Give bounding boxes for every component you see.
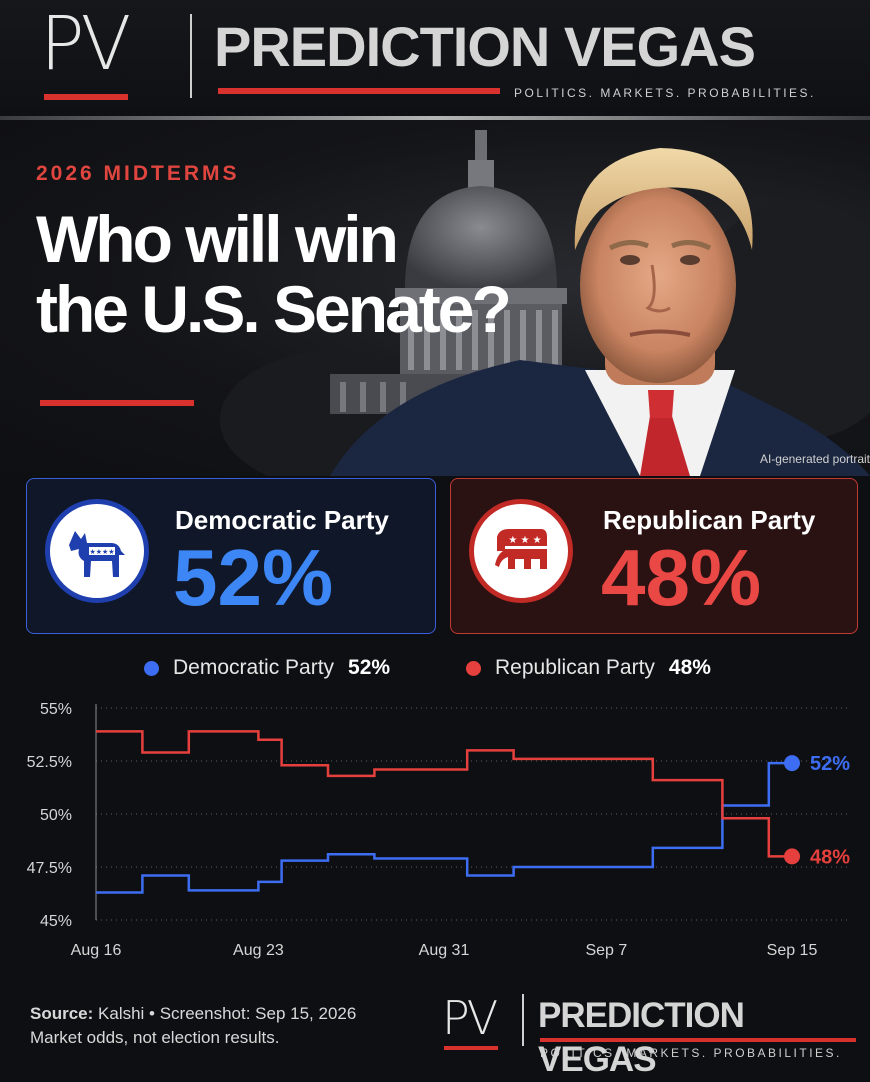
source-text: Kalshi • Screenshot: Sep 15, 2026 bbox=[93, 1004, 357, 1023]
source-label: Source: bbox=[30, 1004, 94, 1023]
odds-line-chart: 45% 47.5% 50% 52.5% 55% Aug 16 Aug 23 Aug 31 Sep… bbox=[27, 701, 851, 959]
dem-card-title: Democratic Party bbox=[175, 505, 389, 535]
dem-end-label: 52% bbox=[810, 753, 850, 775]
headline-line-2: the U.S. Senate? bbox=[36, 272, 512, 346]
headline-accent-bar bbox=[40, 400, 194, 406]
footer-brand-bar bbox=[540, 1038, 856, 1042]
header-divider bbox=[0, 116, 870, 120]
x-tick-label: Aug 16 bbox=[71, 942, 122, 959]
legend-rep-name: Republican Party bbox=[495, 656, 655, 679]
legend-dem-name: Democratic Party bbox=[173, 656, 335, 679]
legend-dem: Democratic Party 52% bbox=[144, 656, 390, 680]
svg-text:★★★★: ★★★★ bbox=[89, 548, 114, 556]
x-tick-label: Aug 31 bbox=[419, 942, 470, 959]
rep-card-percent: 48% bbox=[601, 533, 762, 622]
logo-mark: PV bbox=[40, 1, 131, 87]
svg-text:★ ★ ★: ★ ★ ★ bbox=[508, 535, 541, 546]
brand-accent-bar bbox=[218, 88, 500, 94]
rep-end-point bbox=[784, 848, 800, 865]
headline: Who will win the U.S. Senate? bbox=[36, 202, 512, 346]
legend-dem-value: 52% bbox=[348, 656, 391, 679]
photo-credit: AI-generated portrait bbox=[759, 452, 870, 466]
x-tick-label: Aug 23 bbox=[233, 942, 284, 959]
footer-logo-mark: PV bbox=[442, 991, 498, 1045]
logo-divider bbox=[190, 14, 192, 98]
rep-card-title: Republican Party bbox=[603, 505, 816, 535]
dem-series-line bbox=[96, 761, 792, 894]
donkey-icon: ★★★★ bbox=[45, 499, 149, 603]
elephant-icon: ★ ★ ★ bbox=[469, 499, 573, 603]
republican-card: ★ ★ ★ Republican Party 48% bbox=[450, 478, 858, 634]
headline-line-1: Who will win bbox=[36, 202, 399, 276]
footer-logo-divider bbox=[522, 994, 524, 1046]
logo-underline bbox=[44, 94, 128, 100]
footer-source: Source: Kalshi • Screenshot: Sep 15, 202… bbox=[30, 1002, 356, 1050]
legend-rep-value: 48% bbox=[668, 656, 711, 679]
legend-rep: Republican Party 48% bbox=[466, 656, 711, 680]
brand-name: PREDICTION VEGAS bbox=[214, 15, 756, 78]
site-header: PV PREDICTION VEGAS POLITICS. MARKETS. P… bbox=[0, 0, 870, 120]
kicker: 2026 MIDTERMS bbox=[36, 162, 240, 185]
suit-shape bbox=[330, 360, 870, 476]
tagline: POLITICS. MARKETS. PROBABILITIES. bbox=[514, 86, 816, 100]
legend-rep-dot bbox=[466, 660, 481, 676]
capitol-dome-image bbox=[220, 130, 870, 476]
x-tick-label: Sep 15 bbox=[767, 942, 818, 959]
dem-end-point bbox=[784, 755, 800, 772]
y-tick-label: 52.5% bbox=[27, 754, 72, 771]
x-tick-label: Sep 7 bbox=[585, 942, 627, 959]
dem-card-percent: 52% bbox=[173, 533, 334, 622]
footer-tagline: POLITICS. MARKETS. PROBABILITIES. bbox=[540, 1046, 842, 1060]
democratic-card: ★★★★ Democratic Party 52% bbox=[26, 478, 436, 634]
y-tick-label: 45% bbox=[40, 913, 72, 930]
y-tick-label: 50% bbox=[40, 807, 72, 824]
hero-banner: 2026 MIDTERMS Who will win the U.S. Sena… bbox=[0, 120, 870, 476]
footer-logo-underline bbox=[444, 1046, 498, 1050]
y-tick-label: 55% bbox=[40, 701, 72, 718]
y-tick-label: 47.5% bbox=[27, 860, 72, 877]
legend-dem-dot bbox=[144, 660, 159, 676]
rep-end-label: 48% bbox=[810, 846, 850, 868]
disclaimer: Market odds, not election results. bbox=[30, 1028, 280, 1047]
rep-series-line bbox=[96, 730, 792, 858]
